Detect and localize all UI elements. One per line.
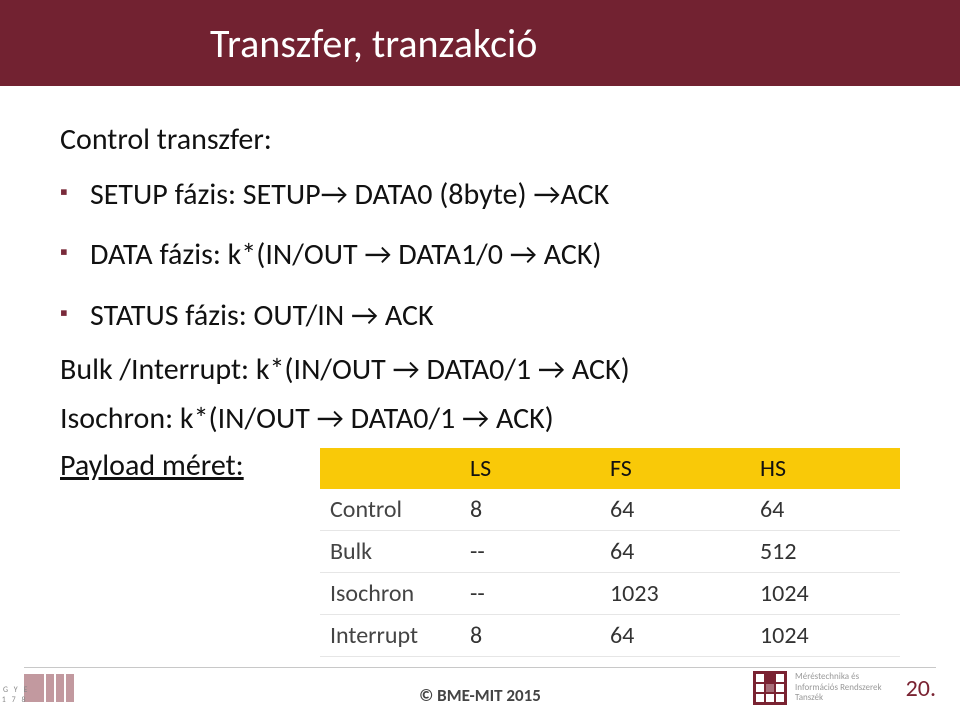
data-line: DATA fázis: k*(IN/OUT → DATA1/0 → ACK) [90, 235, 602, 276]
table-row: Control 8 64 64 [320, 489, 900, 531]
table-cell: 1023 [600, 573, 750, 615]
bullet-status: ▪ STATUS fázis: OUT/IN → ACK [60, 290, 900, 345]
table-cell: 8 [460, 615, 600, 657]
table-row: Isochron -- 1023 1024 [320, 573, 900, 615]
dept-name: Méréstechnika és Információs Rendszerek … [795, 672, 882, 703]
bullet-icon: ▪ [60, 178, 76, 205]
table-header [320, 448, 460, 489]
dept-line: Tanszék [795, 693, 882, 703]
control-transfer-heading: Control transzfer: [60, 120, 900, 161]
isochron-line: Isochron: k*(IN/OUT → DATA0/1 → ACK) [60, 399, 900, 440]
table-cell: 512 [750, 531, 900, 573]
slide-title: Transzfer, tranzakció [210, 19, 537, 68]
mit-logo-icon [753, 671, 787, 705]
table-row: Bulk -- 64 512 [320, 531, 900, 573]
bullet-data: ▪ DATA fázis: k*(IN/OUT → DATA1/0 → ACK) [60, 229, 900, 284]
table-cell: Isochron [320, 573, 460, 615]
table-cell: Control [320, 489, 460, 531]
building-icon [24, 674, 74, 702]
payload-label-text: Payload méret: [60, 447, 244, 484]
slide-content: Control transzfer: ▪ SETUP fázis: SETUP→… [0, 86, 960, 667]
bulk-interrupt-line: Bulk /Interrupt: k*(IN/OUT → DATA0/1 → A… [60, 350, 900, 391]
payload-table-wrap: LS FS HS Control 8 64 64 Bulk -- 64 512 [320, 448, 900, 657]
table-cell: 64 [600, 489, 750, 531]
copyright: © BME-MIT 2015 [419, 685, 541, 706]
table-header: HS [750, 448, 900, 489]
table-cell: -- [460, 573, 600, 615]
table-cell: 64 [750, 489, 900, 531]
table-cell: 1024 [750, 573, 900, 615]
table-header: FS [600, 448, 750, 489]
payload-table: LS FS HS Control 8 64 64 Bulk -- 64 512 [320, 448, 900, 657]
footer-left: M Ű E G Y E T E M 1 7 8 2 [24, 671, 134, 705]
slide-footer: M Ű E G Y E T E M 1 7 8 2 © BME-MIT 2015… [0, 666, 960, 716]
slide-header: Transzfer, tranzakció [0, 0, 960, 86]
table-cell: Bulk [320, 531, 460, 573]
bullet-icon: ▪ [60, 238, 76, 265]
table-header-row: LS FS HS [320, 448, 900, 489]
table-cell: 1024 [750, 615, 900, 657]
status-line: STATUS fázis: OUT/IN → ACK [90, 296, 434, 337]
mit-logo: Méréstechnika és Információs Rendszerek … [753, 671, 882, 705]
university-year: M Ű E G Y E T E M 1 7 8 2 [0, 685, 30, 715]
table-row: Interrupt 8 64 1024 [320, 615, 900, 657]
table-cell: 8 [460, 489, 600, 531]
table-cell: 64 [600, 531, 750, 573]
setup-line: SETUP fázis: SETUP→ DATA0 (8byte) →ACK [90, 175, 609, 216]
page-number: 20. [906, 674, 936, 703]
table-cell: 64 [600, 615, 750, 657]
university-logo: M Ű E G Y E T E M 1 7 8 2 [24, 671, 134, 705]
table-cell: Interrupt [320, 615, 460, 657]
table-header: LS [460, 448, 600, 489]
footer-right: Méréstechnika és Információs Rendszerek … [753, 671, 936, 705]
table-cell: -- [460, 531, 600, 573]
bullet-icon: ▪ [60, 299, 76, 326]
bullet-setup: ▪ SETUP fázis: SETUP→ DATA0 (8byte) →ACK [60, 169, 900, 224]
